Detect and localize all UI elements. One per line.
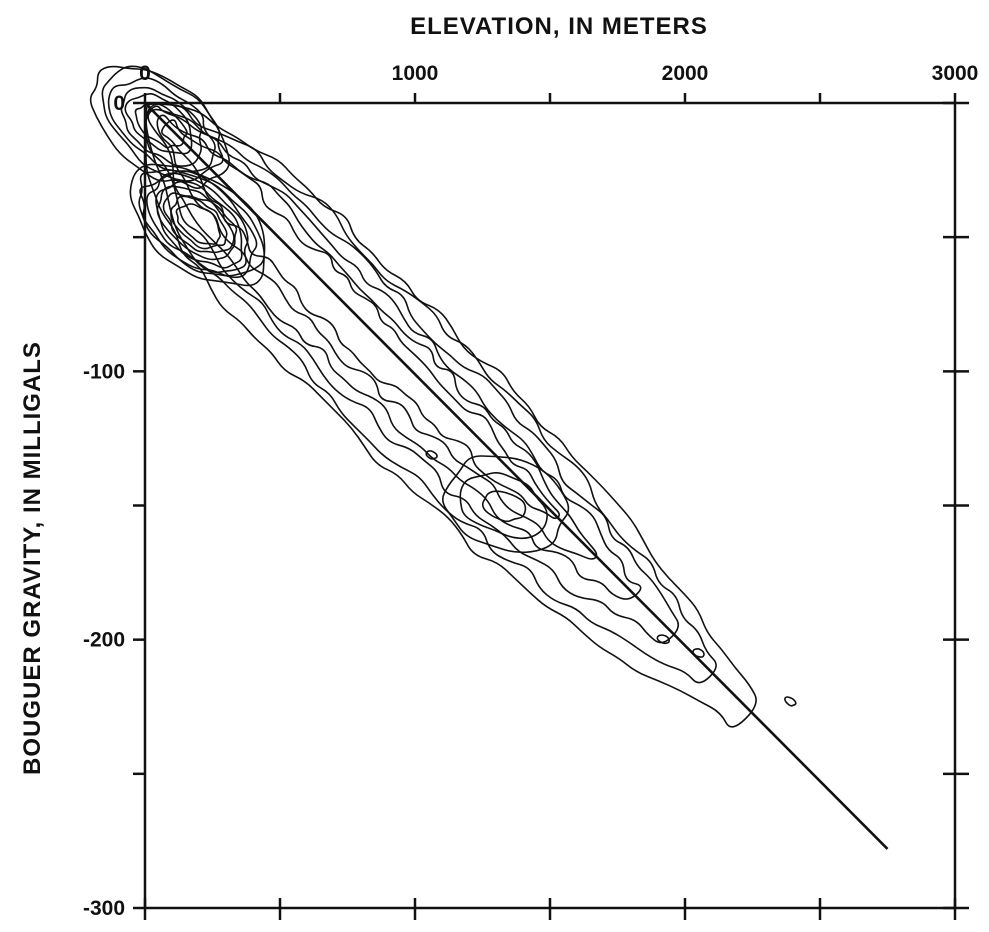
core-contour — [146, 172, 249, 274]
axis-ticks: 0 1000 2000 3000 0 -100 -200 -300 — [83, 62, 978, 920]
regression-line — [144, 102, 889, 850]
y-tick-label: -200 — [83, 629, 125, 652]
peak-contour — [459, 472, 548, 540]
core-contour — [156, 185, 238, 261]
envelope-contour — [156, 114, 598, 560]
peak-contour — [481, 490, 527, 523]
island-contour — [656, 634, 670, 645]
core-contour — [124, 93, 193, 155]
core-contour — [120, 86, 203, 167]
core-contour — [155, 180, 243, 269]
envelope-contour — [147, 108, 642, 600]
core-contour — [134, 102, 188, 149]
core-contour — [101, 65, 224, 182]
envelope-contour — [145, 103, 757, 728]
regression-layer — [144, 102, 889, 850]
x-axis-title: ELEVATION, IN METERS — [410, 13, 708, 40]
core-contour — [138, 169, 265, 277]
core-contour — [175, 203, 221, 245]
x-tick-label: 3000 — [932, 62, 979, 85]
y-tick-label: -300 — [83, 897, 125, 920]
envelope-contour — [145, 105, 680, 644]
envelope-contour — [145, 103, 717, 684]
core-contour — [170, 195, 228, 250]
contour-lines — [89, 65, 797, 728]
island-contour — [425, 450, 438, 460]
plot-frame — [143, 101, 957, 910]
core-contour — [107, 77, 216, 173]
y-tick-label: -100 — [83, 360, 125, 383]
peak-contour — [441, 455, 570, 554]
y-tick-label: 0 — [113, 92, 125, 115]
x-tick-label: 2000 — [662, 62, 709, 85]
core-contour — [162, 192, 235, 254]
x-tick-label: 1000 — [392, 62, 439, 85]
y-axis-title: BOUGUER GRAVITY, IN MILLIGALS — [19, 341, 46, 775]
island-contour — [784, 696, 797, 707]
x-tick-label: 0 — [139, 62, 151, 85]
